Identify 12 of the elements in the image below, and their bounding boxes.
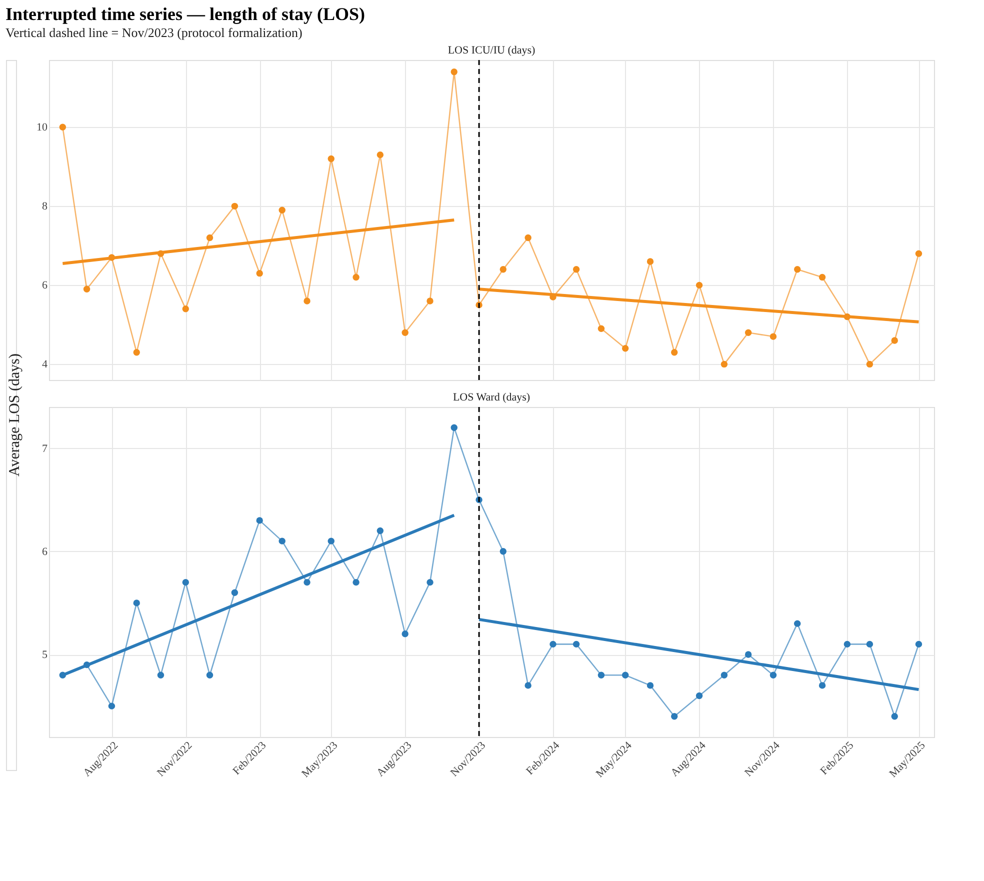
y-tick-label: 7	[42, 442, 48, 455]
chart-subtitle: Vertical dashed line = Nov/2023 (protocol formalization)	[6, 24, 302, 40]
y-tick-label: 4	[42, 358, 48, 371]
y-tick-label: 8	[42, 200, 48, 213]
text: LOS ICU/IU (days)	[448, 44, 536, 56]
y-axis-title: Average LOS (days)	[7, 353, 23, 477]
chart-title: LOS Ward (days)	[452, 391, 530, 404]
y-tick-label: 6	[42, 280, 48, 292]
y-tick-label: 5	[42, 649, 48, 661]
y-tick-label: 10	[36, 122, 48, 134]
chart-title: Interrupted time series — length of stay (LOS)	[6, 4, 365, 24]
y-tick-label: 6	[42, 546, 48, 558]
